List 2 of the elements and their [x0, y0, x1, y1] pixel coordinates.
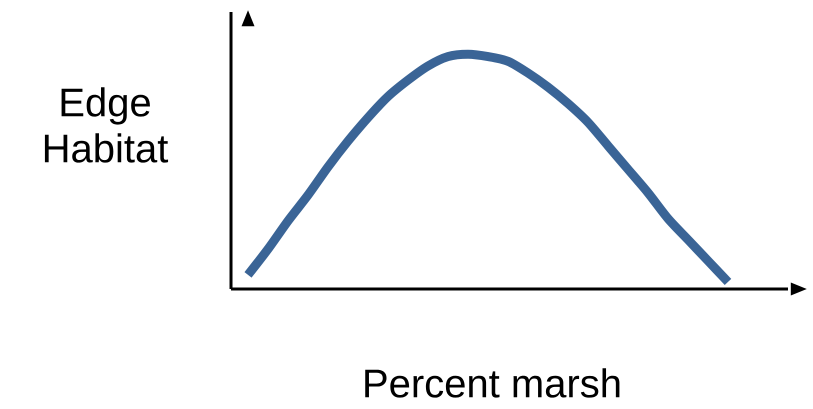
x-axis-title: Percent marsh — [365, 368, 620, 398]
y-axis-title: Edge Habitat — [44, 87, 168, 163]
